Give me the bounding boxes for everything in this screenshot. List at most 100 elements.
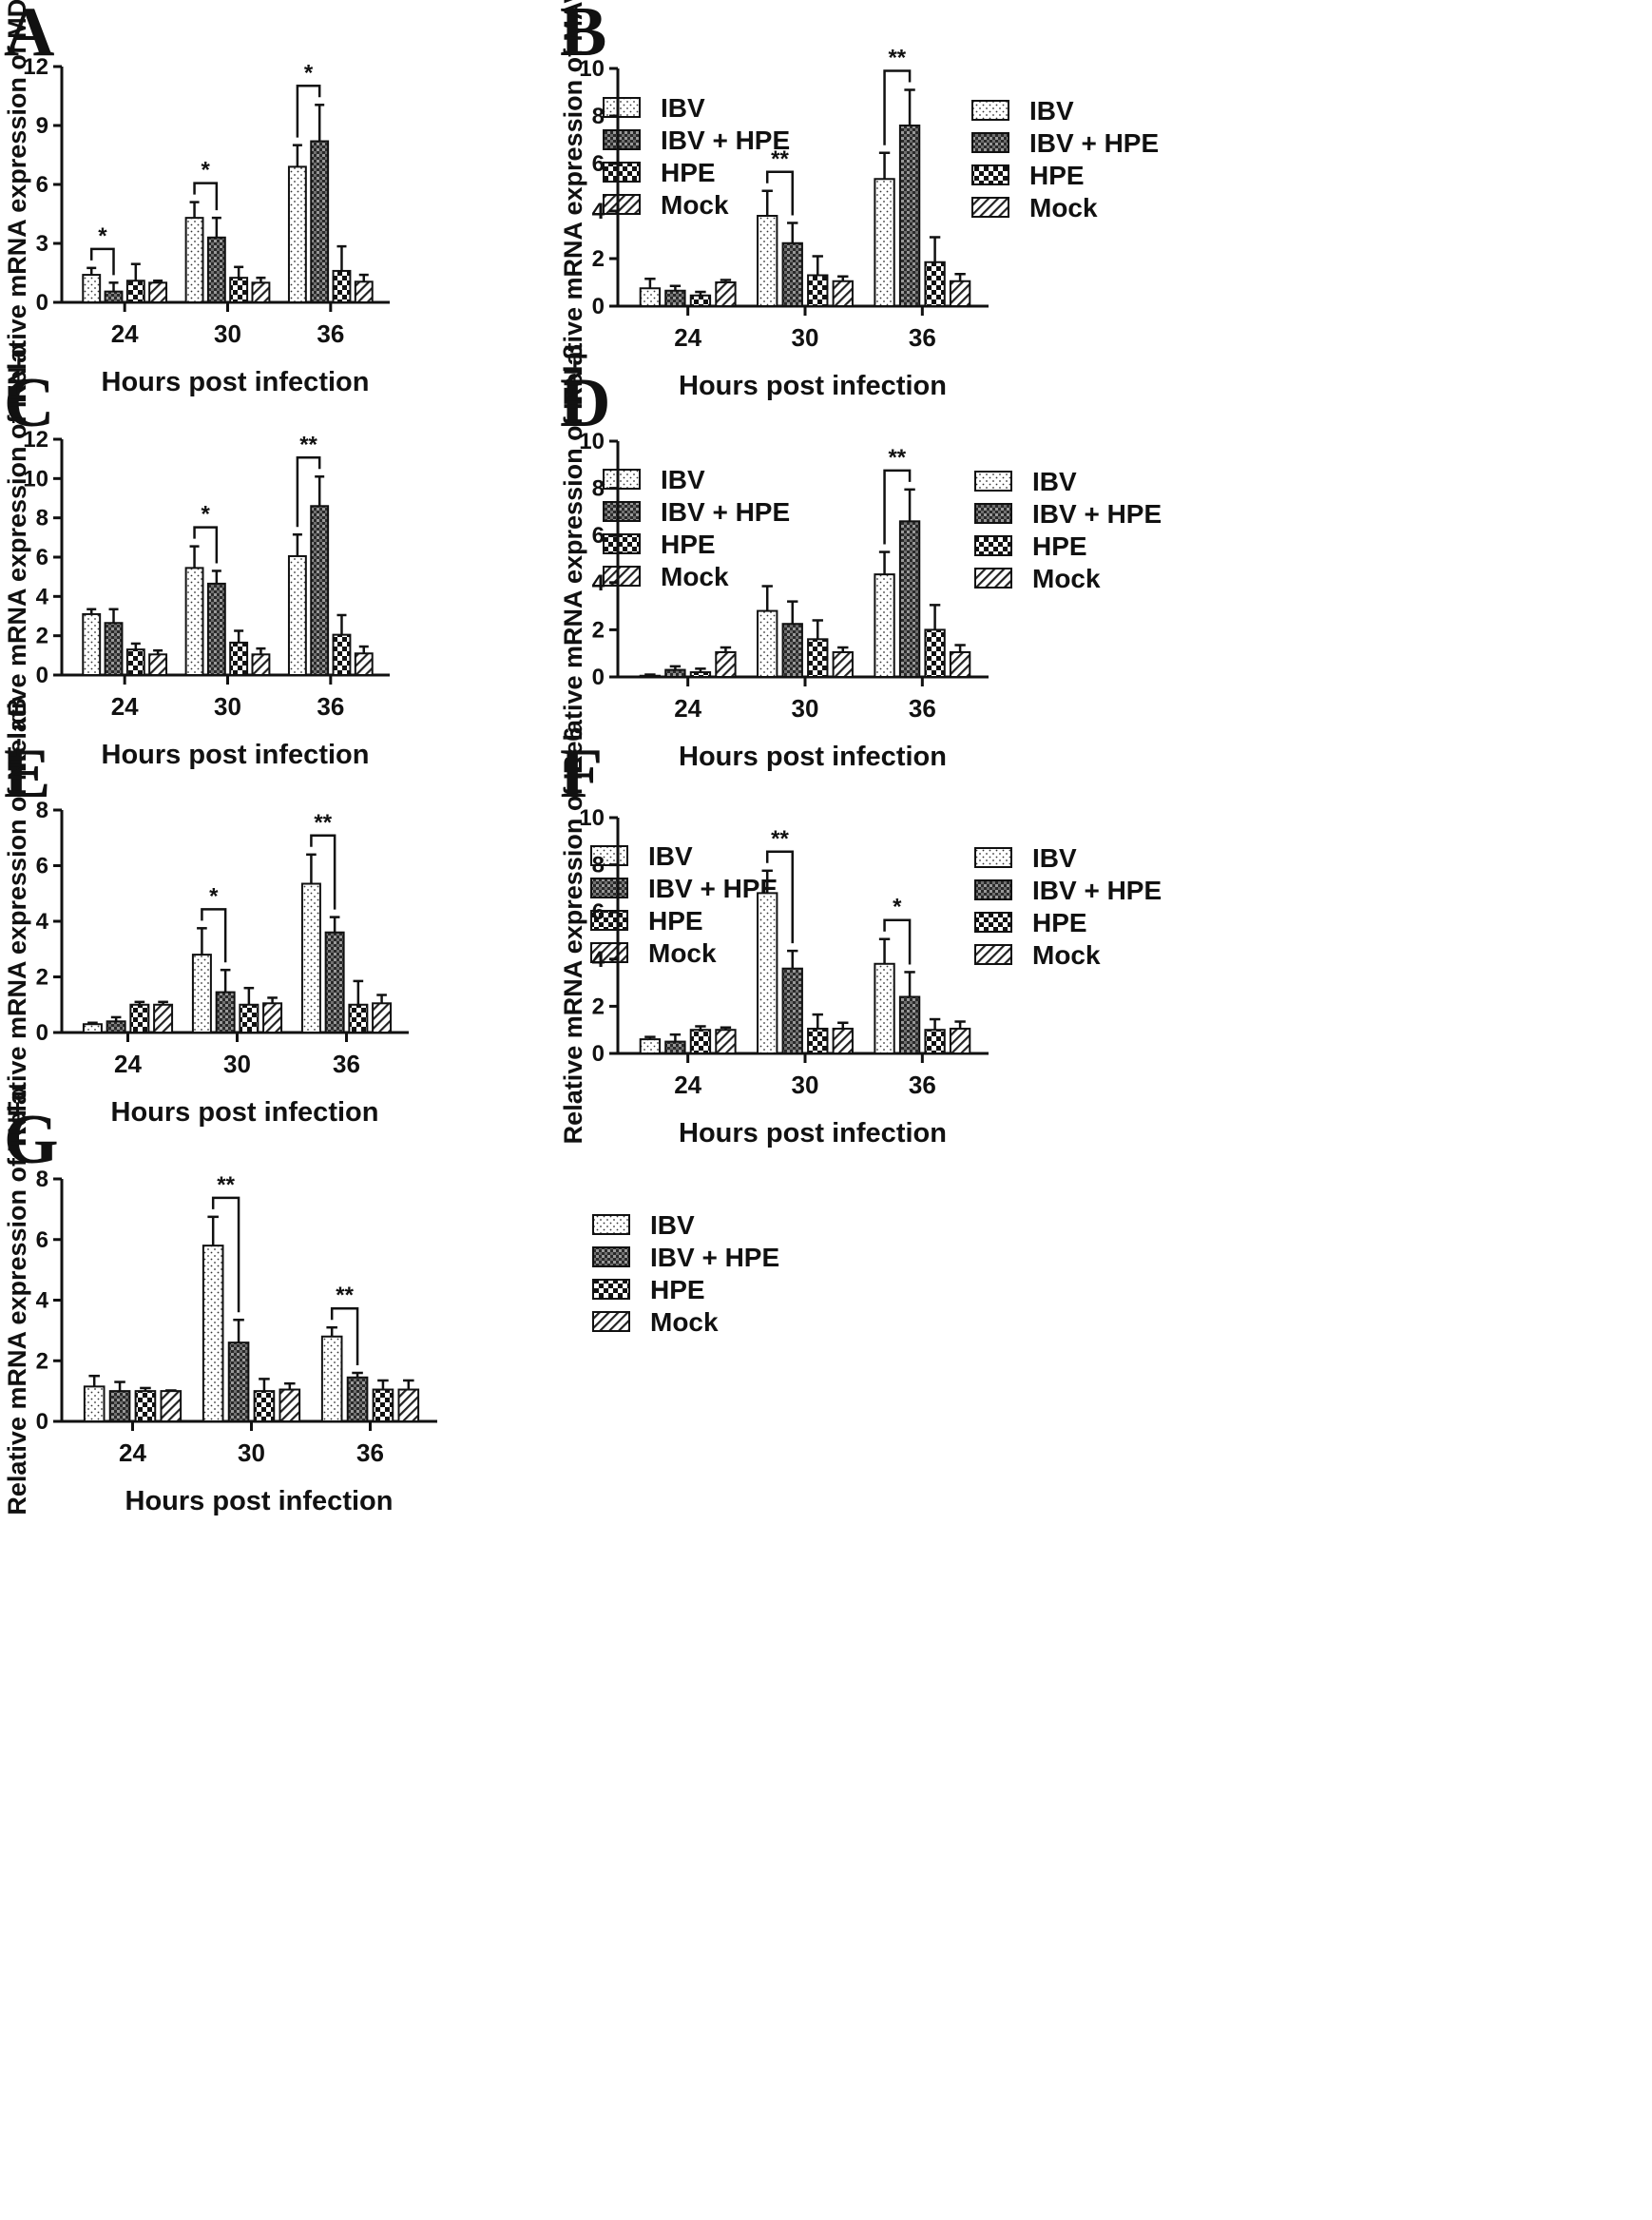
y-tick-label: 12 xyxy=(23,427,48,453)
y-tick-label: 6 xyxy=(36,545,48,570)
legend-swatch xyxy=(974,503,1012,524)
x-tick-label: 30 xyxy=(214,692,241,721)
bar-ibv-hpe xyxy=(898,995,921,1055)
bar-ibv xyxy=(757,892,778,1054)
y-tick-label: 8 xyxy=(36,1167,48,1192)
significance-label: ** xyxy=(771,826,789,852)
y-axis-label: Relative mRNA expression of IFN-α xyxy=(3,342,31,773)
bar-hpe xyxy=(372,1388,394,1422)
significance-bracket xyxy=(310,834,336,910)
legend-label: Mock xyxy=(1029,193,1098,222)
x-tick-label: 36 xyxy=(333,1050,360,1078)
legend-swatch xyxy=(603,533,641,554)
x-axis-label: Hours post infection xyxy=(679,742,947,772)
significance-bracket xyxy=(296,85,321,138)
legend: IBV IBV + HPE HPE Mock xyxy=(592,1210,779,1337)
panel-letter: E xyxy=(4,735,50,813)
y-tick-label: 8 xyxy=(592,476,605,502)
significance-bracket xyxy=(193,526,219,564)
bar-ibv xyxy=(191,954,212,1034)
y-tick-label: 2 xyxy=(36,1348,48,1374)
legend-label: IBV + HPE xyxy=(650,1243,779,1272)
bar-mock xyxy=(148,281,168,304)
y-axis-label: Relative mRNA expression of NF- κB xyxy=(3,698,31,1145)
legend: IBV IBV + HPE HPE Mock xyxy=(974,843,1162,970)
significance-bracket xyxy=(211,1196,240,1313)
x-tick-label: 30 xyxy=(792,694,819,723)
bar-hpe xyxy=(924,261,946,307)
bar-ibv xyxy=(287,165,307,303)
bar-ibv-hpe xyxy=(664,668,686,678)
y-tick-label: 10 xyxy=(579,805,605,831)
bar-hpe xyxy=(689,671,712,679)
legend-label: IBV xyxy=(650,1210,695,1240)
legend-swatch xyxy=(592,1246,630,1267)
bar-ibv-hpe xyxy=(324,931,345,1033)
bar-ibv xyxy=(757,215,778,307)
bar-ibv xyxy=(639,674,662,679)
legend-label: Mock xyxy=(661,562,729,591)
bar-mock xyxy=(262,1002,283,1034)
y-tick-label: 2 xyxy=(592,246,605,272)
significance-bracket xyxy=(883,469,912,545)
y-tick-label: 9 xyxy=(36,113,48,139)
x-tick-label: 30 xyxy=(214,319,241,348)
significance-label: ** xyxy=(314,810,332,836)
panel-letter: C xyxy=(4,364,54,442)
bar-mock xyxy=(949,280,971,307)
legend-swatch xyxy=(974,535,1012,556)
bar-ibv xyxy=(320,1335,343,1422)
y-tick-label: 0 xyxy=(36,1409,48,1435)
significance-bracket xyxy=(201,908,227,963)
bar-ibv xyxy=(202,1245,224,1422)
bar-ibv xyxy=(287,554,307,676)
significance-label: ** xyxy=(217,1172,235,1198)
bar-hpe xyxy=(229,277,249,303)
significance-bracket xyxy=(296,456,321,528)
bar-hpe xyxy=(125,280,145,303)
bar-hpe xyxy=(129,1003,150,1033)
y-tick-label: 2 xyxy=(592,994,605,1019)
bar-ibv-hpe xyxy=(108,1390,131,1422)
x-tick-label: 30 xyxy=(223,1050,251,1078)
x-tick-label: 30 xyxy=(792,323,819,352)
bar-ibv xyxy=(757,609,778,678)
bar-hpe xyxy=(348,1003,369,1033)
legend-swatch xyxy=(603,162,641,183)
y-tick-label: 3 xyxy=(36,231,48,257)
bar-mock xyxy=(354,652,374,676)
legend-label: HPE xyxy=(661,158,716,187)
legend-swatch xyxy=(974,847,1012,868)
bar-ibv-hpe xyxy=(781,623,803,679)
y-tick-label: 12 xyxy=(23,54,48,80)
bar-ibv-hpe xyxy=(310,140,330,303)
y-axis-label: Relative mRNA expression of TNFα xyxy=(3,1085,31,1515)
bar-ibv xyxy=(874,573,895,678)
panel-letter: F xyxy=(560,735,603,813)
bar-ibv-hpe xyxy=(104,290,124,303)
significance-bracket xyxy=(765,850,794,944)
significance-label: ** xyxy=(336,1283,354,1308)
x-tick-label: 30 xyxy=(792,1071,819,1099)
y-tick-label: 6 xyxy=(36,172,48,198)
y-tick-label: 6 xyxy=(36,854,48,879)
bar-ibv xyxy=(300,882,321,1033)
bar-ibv xyxy=(82,612,102,676)
legend-label: IBV + HPE xyxy=(661,125,790,155)
bar-mock xyxy=(251,281,271,304)
legend-label: HPE xyxy=(1029,161,1085,190)
bar-hpe xyxy=(229,641,249,676)
bar-mock xyxy=(832,650,854,678)
x-tick-label: 24 xyxy=(674,323,701,352)
significance-bracket xyxy=(883,69,912,145)
bar-hpe xyxy=(689,294,712,307)
legend-label: IBV xyxy=(1032,843,1077,873)
significance-label: * xyxy=(98,223,107,249)
significance-bracket xyxy=(89,247,115,276)
y-axis-label: Relative mRNA expression of MAVS xyxy=(559,0,587,406)
x-tick-label: 24 xyxy=(674,1071,701,1099)
legend: IBV IBV + HPE HPE Mock xyxy=(603,465,790,591)
